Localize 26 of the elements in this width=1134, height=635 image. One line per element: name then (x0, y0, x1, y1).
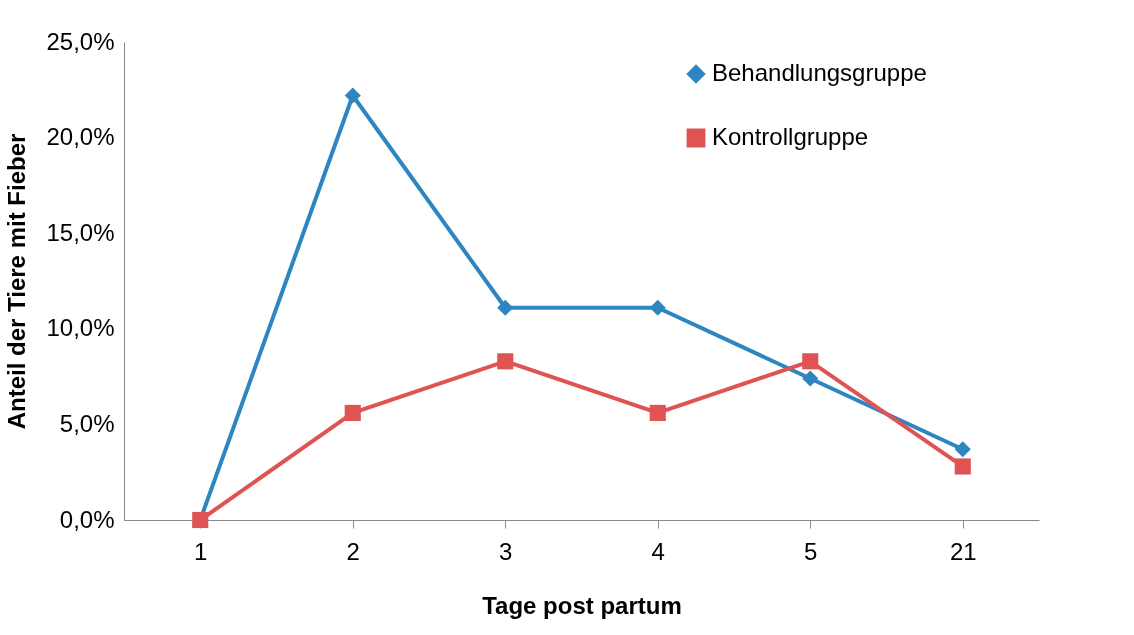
y-tick-label: 25,0% (46, 27, 115, 55)
y-tick-label: 10,0% (46, 314, 115, 342)
y-tick-label: 5,0% (59, 409, 115, 437)
x-tick-label: 5 (804, 537, 818, 565)
x-tick-label: 21 (949, 537, 977, 565)
y-tick-label: 0,0% (59, 505, 115, 533)
point (344, 87, 361, 104)
point (802, 370, 819, 387)
x-axis-title: Tage post partum (482, 591, 682, 619)
y-tick-label: 20,0% (46, 123, 115, 151)
legend-label: Behandlungsgruppe (712, 59, 927, 86)
point (954, 441, 971, 458)
x-tick-label: 4 (651, 537, 665, 565)
legend-label: Kontrollgruppe (712, 123, 869, 150)
x-tick-label: 2 (346, 537, 360, 565)
point (802, 353, 819, 370)
y-tick-label: 15,0% (46, 218, 115, 246)
y-axis-title: Anteil der Tiere mit Fieber (3, 133, 31, 430)
point (497, 353, 514, 370)
point (649, 404, 666, 421)
point (344, 404, 361, 421)
point (954, 458, 971, 475)
point (497, 299, 514, 316)
point (649, 299, 666, 316)
x-tick-label: 1 (194, 537, 208, 565)
x-tick-label: 3 (499, 537, 513, 565)
